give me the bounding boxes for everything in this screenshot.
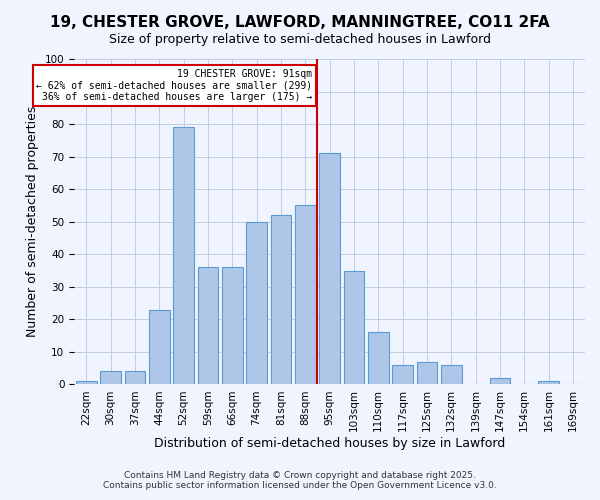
X-axis label: Distribution of semi-detached houses by size in Lawford: Distribution of semi-detached houses by … <box>154 437 505 450</box>
Bar <box>368 332 389 384</box>
Bar <box>222 268 242 384</box>
Bar <box>295 206 316 384</box>
Bar <box>76 381 97 384</box>
Bar <box>416 362 437 384</box>
Bar <box>538 381 559 384</box>
Bar <box>392 365 413 384</box>
Bar <box>271 215 291 384</box>
Text: 19 CHESTER GROVE: 91sqm
← 62% of semi-detached houses are smaller (299)
36% of s: 19 CHESTER GROVE: 91sqm ← 62% of semi-de… <box>37 69 313 102</box>
Y-axis label: Number of semi-detached properties: Number of semi-detached properties <box>26 106 39 338</box>
Text: Size of property relative to semi-detached houses in Lawford: Size of property relative to semi-detach… <box>109 32 491 46</box>
Bar <box>441 365 461 384</box>
Bar <box>173 128 194 384</box>
Bar <box>319 154 340 384</box>
Text: 19, CHESTER GROVE, LAWFORD, MANNINGTREE, CO11 2FA: 19, CHESTER GROVE, LAWFORD, MANNINGTREE,… <box>50 15 550 30</box>
Bar <box>197 268 218 384</box>
Bar <box>344 270 364 384</box>
Bar <box>125 372 145 384</box>
Bar <box>490 378 510 384</box>
Bar <box>246 222 267 384</box>
Bar <box>149 310 170 384</box>
Text: Contains HM Land Registry data © Crown copyright and database right 2025.
Contai: Contains HM Land Registry data © Crown c… <box>103 470 497 490</box>
Bar <box>100 372 121 384</box>
